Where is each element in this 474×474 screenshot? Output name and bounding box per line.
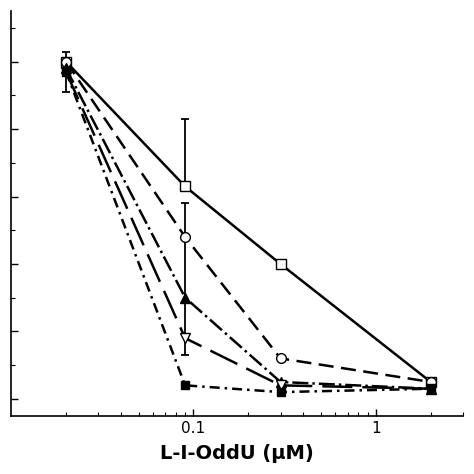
X-axis label: L-I-OddU (μM): L-I-OddU (μM) <box>160 444 314 463</box>
